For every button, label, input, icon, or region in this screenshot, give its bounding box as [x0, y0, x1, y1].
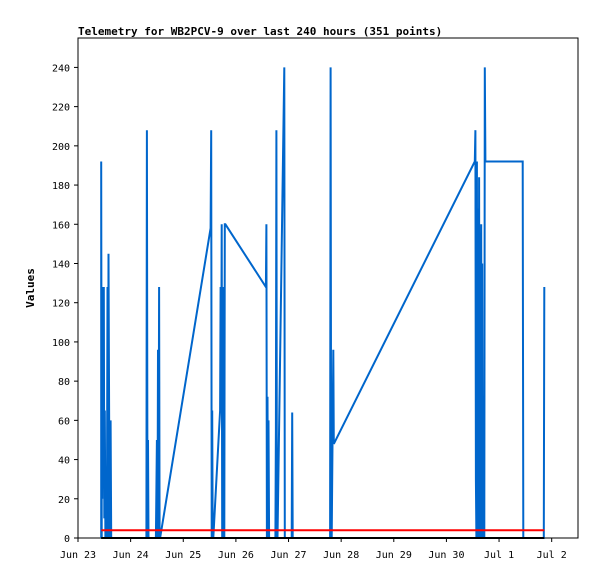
y-axis: 0 20 40 60 80 100 120 140 160 180 200 220 240: [52, 63, 78, 545]
y-axis-label: Values: [24, 268, 37, 308]
y-tick-label: 200: [52, 142, 70, 153]
data-series: [100, 67, 546, 539]
x-tick-label: Jun 23: [60, 550, 96, 561]
x-tick-label: Jun 26: [218, 550, 254, 561]
y-tick-label: 240: [52, 63, 70, 74]
x-tick-label: Jun 29: [376, 550, 412, 561]
y-tick-label: 220: [52, 103, 70, 114]
y-tick-label: 160: [52, 220, 70, 231]
y-tick-label: 140: [52, 259, 70, 270]
y-tick-label: 0: [64, 534, 70, 545]
x-tick-label: Jun 25: [165, 550, 201, 561]
x-tick-label: Jun 28: [323, 550, 359, 561]
y-tick-label: 80: [58, 377, 70, 388]
x-tick-label: Jun 30: [428, 550, 464, 561]
y-tick-label: 40: [58, 456, 70, 467]
y-tick-label: 60: [58, 416, 70, 427]
y-tick-label: 100: [52, 338, 70, 349]
y-tick-label: 180: [52, 181, 70, 192]
chart-title: Telemetry for WB2PCV-9 over last 240 hou…: [78, 25, 442, 38]
x-axis: Jun 23 Jun 24 Jun 25 Jun 26 Jun 27 Jun 28 Jun …: [60, 538, 567, 561]
x-tick-label: Jun 27: [270, 550, 306, 561]
x-tick-label: Jul 2: [537, 550, 567, 561]
y-tick-label: 120: [52, 299, 70, 310]
x-tick-label: Jun 24: [113, 550, 149, 561]
x-tick-label: Jul 1: [484, 550, 514, 561]
y-tick-label: 20: [58, 495, 70, 506]
